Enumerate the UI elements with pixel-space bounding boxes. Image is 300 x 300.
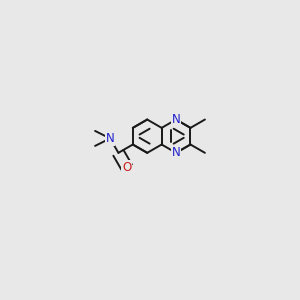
Text: N: N: [172, 146, 180, 159]
Text: N: N: [172, 113, 180, 126]
Text: O: O: [122, 161, 131, 174]
Text: N: N: [106, 132, 115, 145]
